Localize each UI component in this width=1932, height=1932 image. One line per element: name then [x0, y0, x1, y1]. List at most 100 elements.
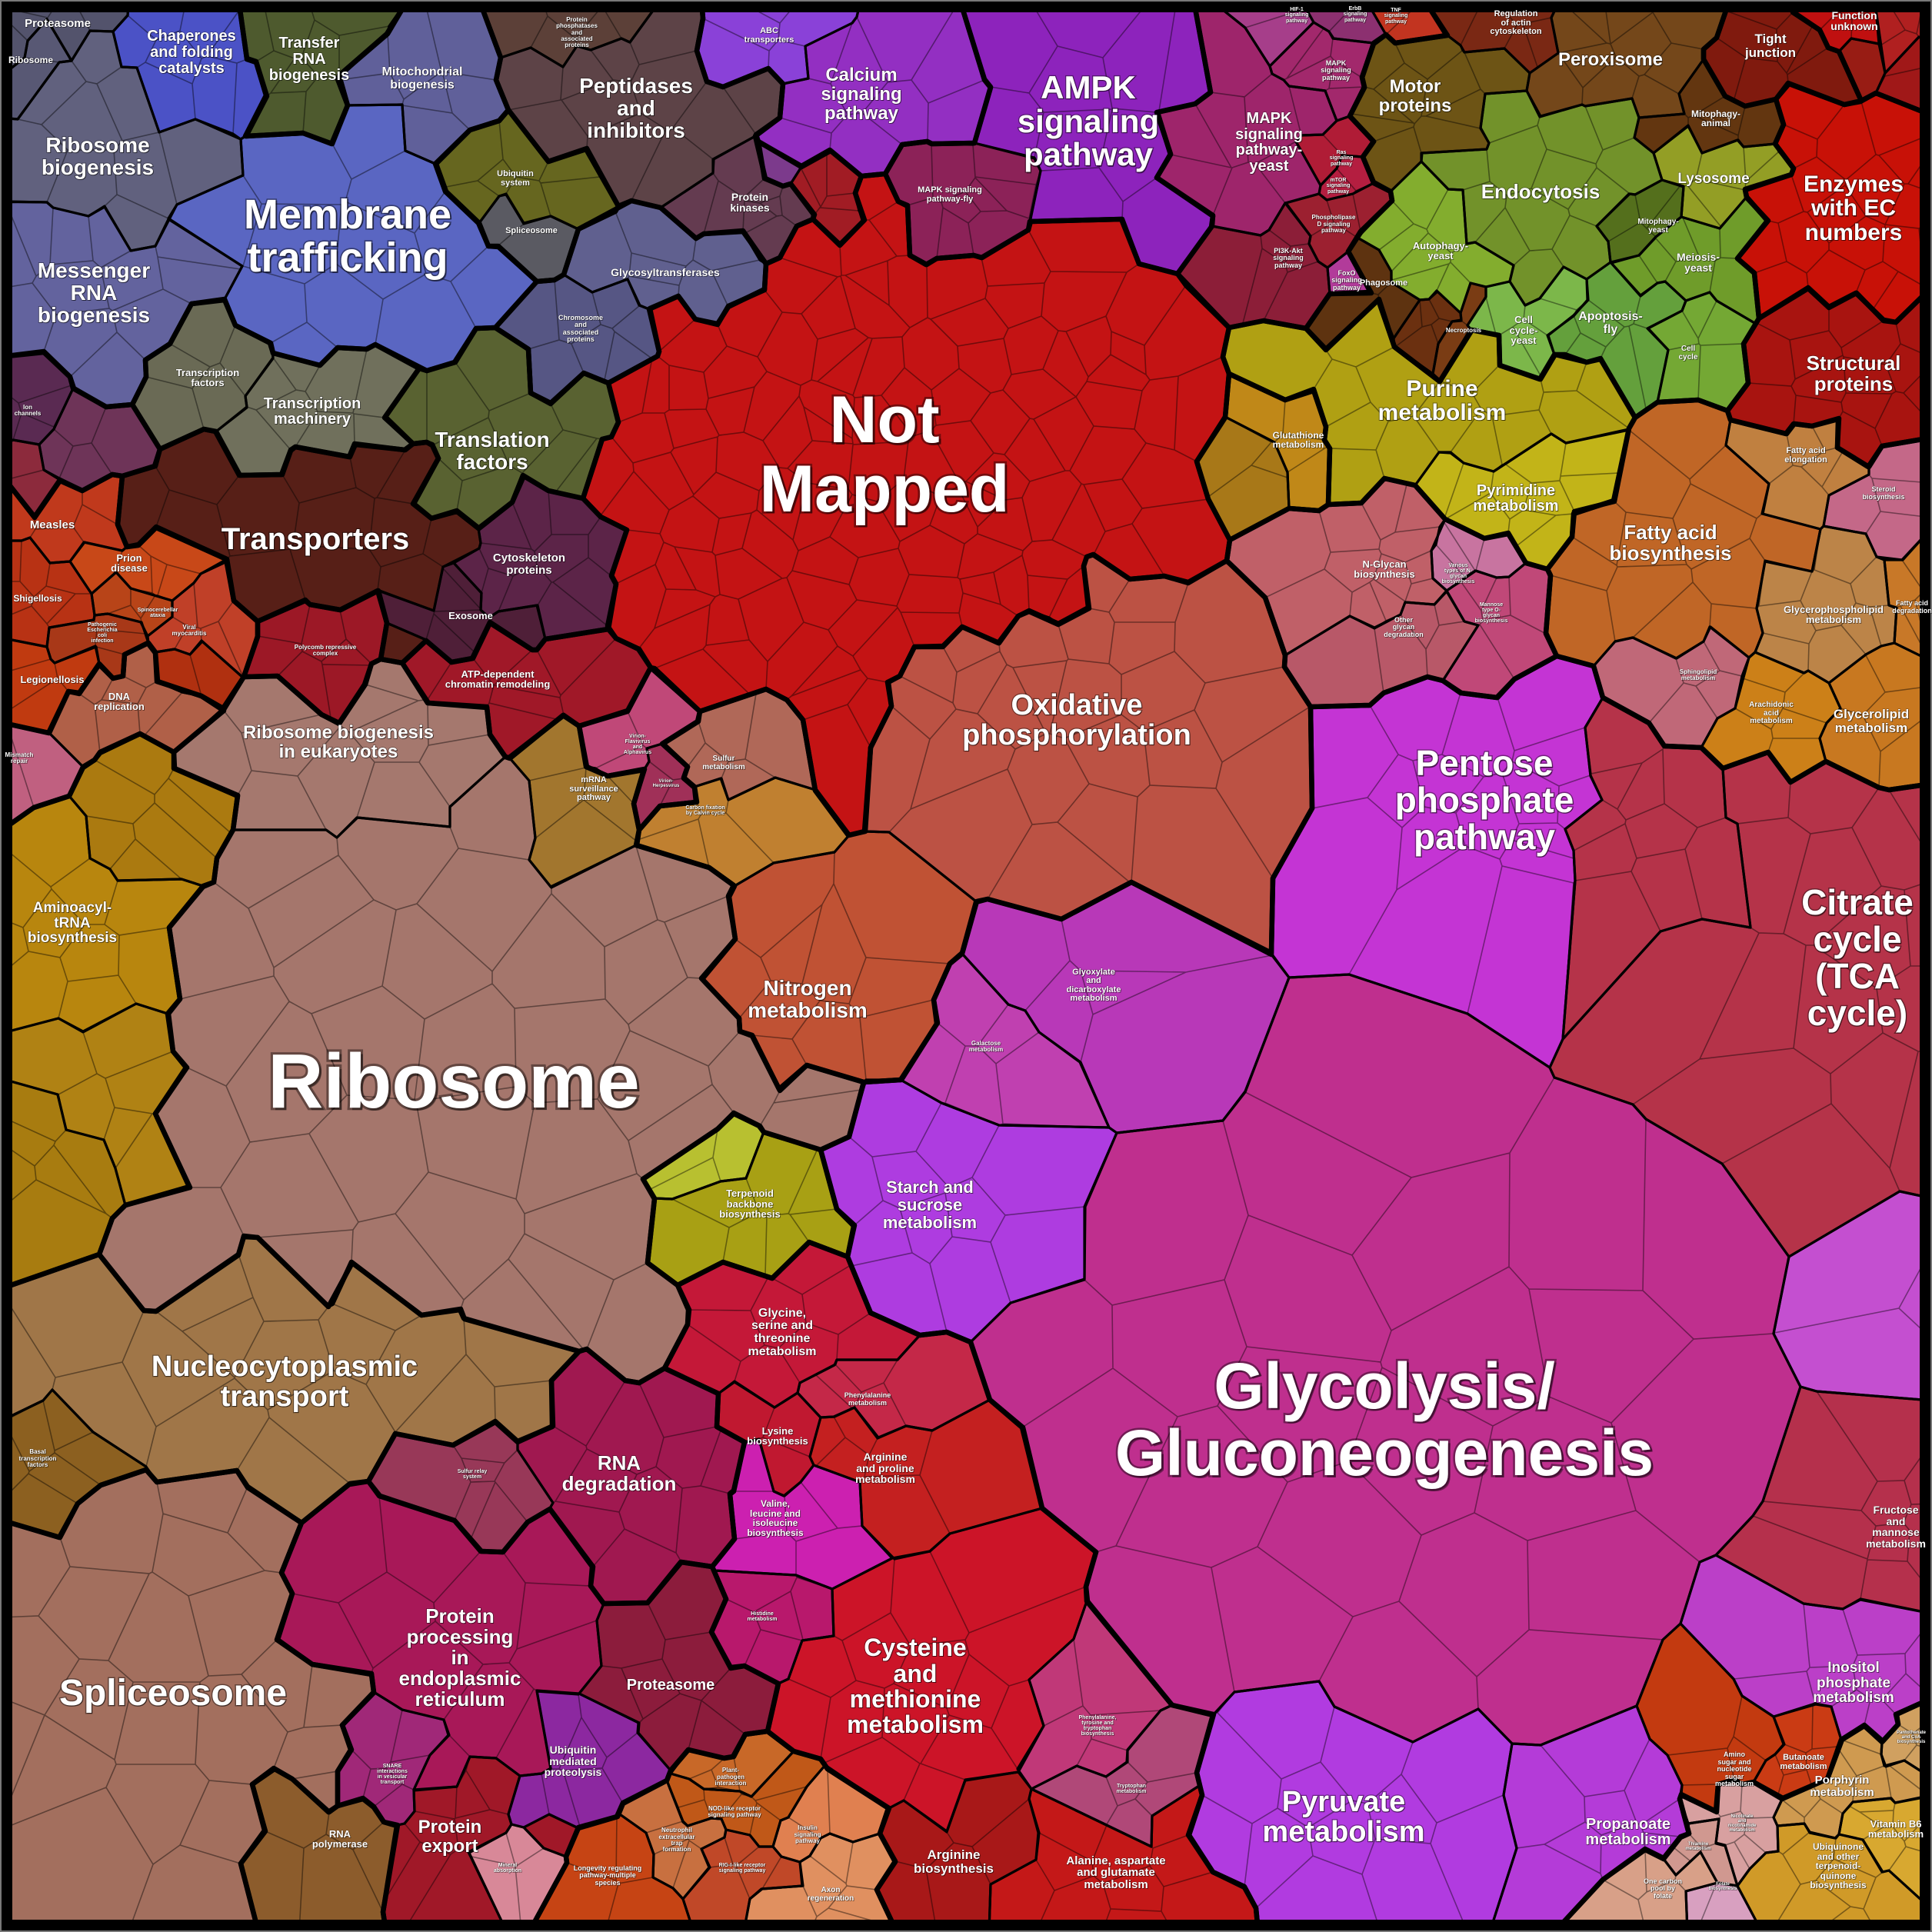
svg-text:Ribosome: Ribosome	[268, 1038, 639, 1124]
svg-text:Meiosis-yeast: Meiosis-yeast	[1677, 251, 1720, 275]
svg-text:Glycolysis/Gluconeogenesis: Glycolysis/Gluconeogenesis	[1118, 1351, 1656, 1491]
svg-text:Mitophagy-yeast: Mitophagy-yeast	[1638, 218, 1679, 235]
svg-text:Endocytosis: Endocytosis	[1481, 180, 1601, 203]
svg-text:Proteasome: Proteasome	[25, 18, 92, 31]
svg-text:Necroptosis: Necroptosis	[1447, 328, 1483, 335]
svg-text:Glycosyltransferases: Glycosyltransferases	[611, 267, 721, 279]
svg-text:Legionellosis: Legionellosis	[21, 675, 85, 686]
svg-text:Ribosome: Ribosome	[8, 55, 53, 65]
svg-text:Legionellosis: Legionellosis	[20, 674, 84, 685]
svg-text:Virion-Herpesvirus: Virion-Herpesvirus	[654, 780, 681, 789]
svg-text:Meiosis-yeast: Meiosis-yeast	[1677, 251, 1720, 274]
svg-text:Transporters: Transporters	[222, 522, 410, 556]
svg-text:Spliceosome: Spliceosome	[59, 1673, 287, 1714]
svg-text:Endocytosis: Endocytosis	[1482, 181, 1601, 204]
svg-text:Measles: Measles	[30, 518, 75, 531]
svg-text:Measles: Measles	[31, 519, 75, 532]
